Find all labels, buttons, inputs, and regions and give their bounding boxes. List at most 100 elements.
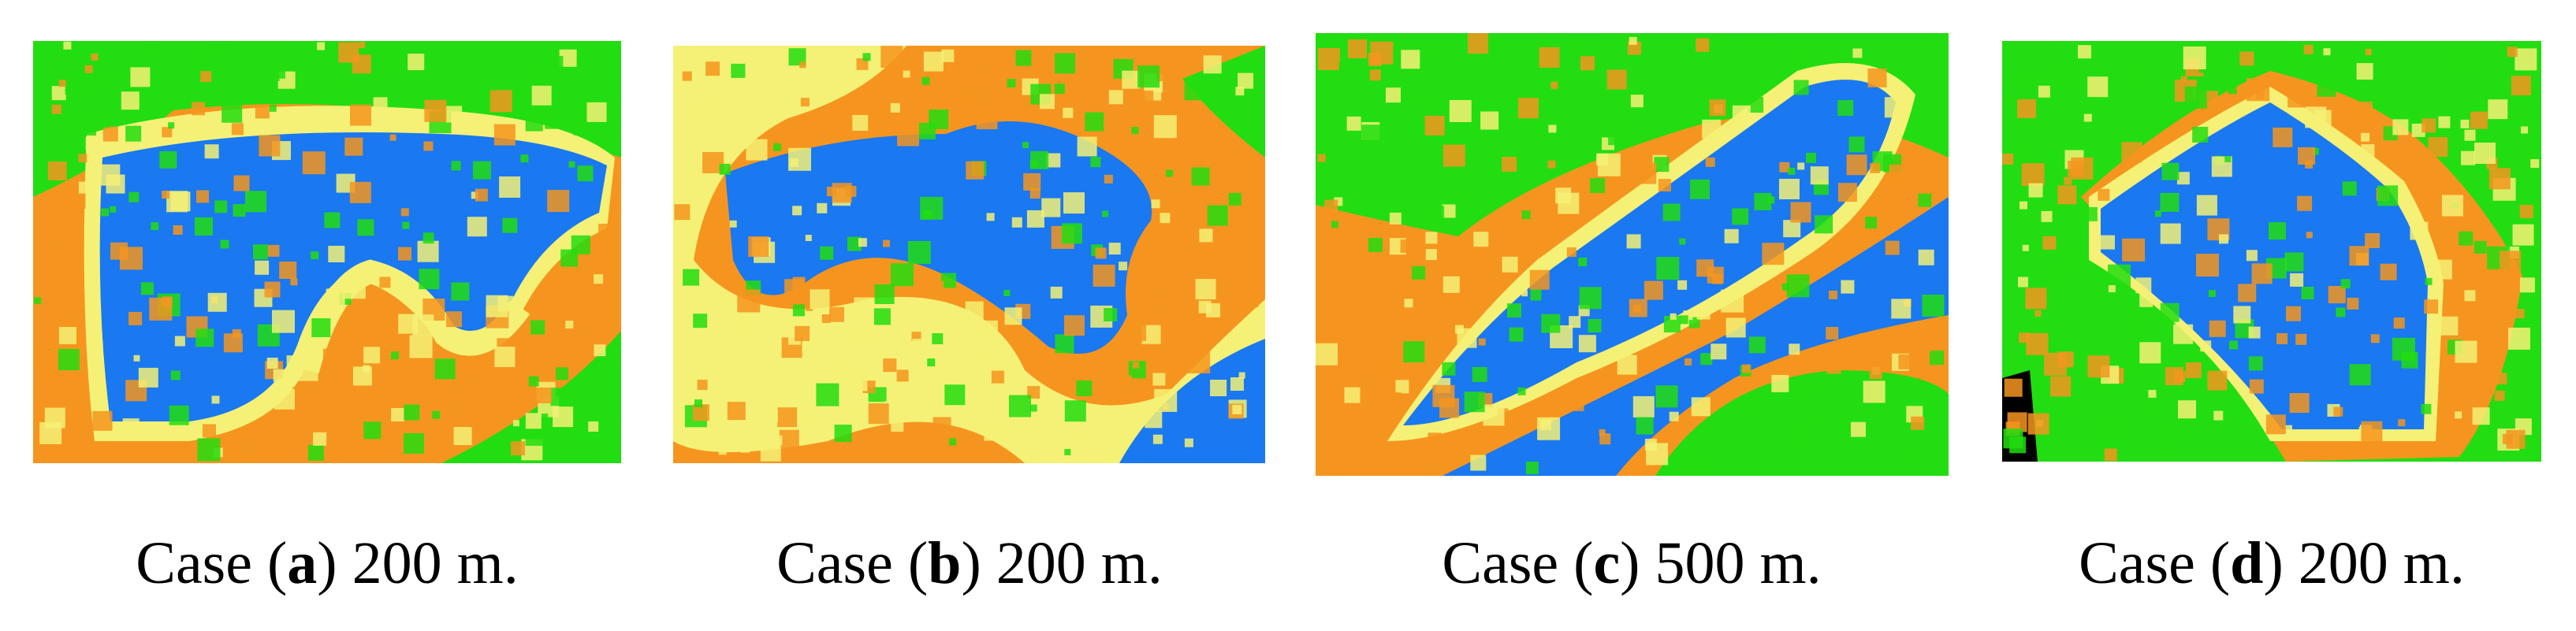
pixel (2347, 297, 2359, 310)
pixel (2038, 85, 2050, 98)
pixel (58, 80, 66, 87)
pixel (1885, 240, 1900, 255)
pixel (85, 136, 99, 150)
pixel (1848, 136, 1865, 153)
pixel (1712, 273, 1723, 284)
pixel (1679, 315, 1688, 325)
pixel (2333, 406, 2343, 417)
pixel (1102, 210, 1109, 217)
pixel (196, 190, 209, 203)
pixel (1040, 94, 1055, 109)
pixel (1547, 160, 1556, 169)
pixel (2106, 416, 2128, 438)
pixel (806, 303, 813, 311)
map-texture (34, 41, 613, 462)
pixel (571, 235, 590, 254)
pixel (290, 278, 298, 286)
pixel (2146, 403, 2157, 414)
pixel (1004, 307, 1022, 325)
pixel (1863, 380, 1885, 403)
pixel (729, 220, 737, 228)
pixel (829, 306, 844, 322)
pixel (2361, 132, 2370, 142)
pixel (1331, 221, 1338, 228)
pixel (941, 273, 956, 288)
pixel (2407, 161, 2424, 178)
pixel (1198, 243, 1217, 262)
pixel (2185, 362, 2202, 378)
pixel (58, 349, 80, 370)
pixel (1815, 215, 1833, 234)
pixel (2424, 299, 2439, 314)
pixel (490, 90, 512, 113)
pixel (1869, 366, 1882, 380)
map-a (33, 41, 621, 463)
pixel (311, 251, 319, 260)
pixel (2019, 201, 2027, 210)
pixel (2295, 333, 2307, 345)
pixel (1891, 299, 1912, 319)
pixel (2160, 445, 2171, 456)
pixel (1077, 136, 1097, 157)
pixel (525, 413, 542, 429)
pixel (731, 63, 746, 78)
pixel (941, 49, 955, 62)
map-b (673, 46, 1265, 463)
pixel (883, 358, 897, 373)
pixel (845, 185, 857, 197)
pixel (1090, 157, 1101, 168)
pixel (2511, 76, 2531, 96)
pixel (700, 233, 715, 248)
pixel (1137, 65, 1160, 88)
pixel (499, 176, 521, 198)
caption-prefix: Case ( (776, 530, 929, 596)
pixel (2515, 48, 2537, 71)
pixel (145, 43, 158, 57)
pixel (2006, 94, 2016, 104)
pixel (1349, 359, 1361, 370)
pixel (1055, 334, 1074, 354)
pixel (1507, 303, 1521, 318)
pixel (718, 447, 727, 455)
pixel (1365, 328, 1372, 336)
pixel (1859, 333, 1867, 341)
pixel (1054, 84, 1065, 95)
pixel (777, 407, 798, 428)
pixel (854, 297, 877, 321)
pixel (434, 358, 456, 380)
pixel (1569, 316, 1581, 328)
pixel (694, 98, 717, 121)
pixel (408, 54, 425, 71)
pixel (322, 348, 339, 365)
pixel (1361, 124, 1382, 145)
pixel (2474, 143, 2496, 164)
pixel (2054, 65, 2077, 87)
pixel (1709, 99, 1726, 117)
pixel (2208, 290, 2216, 298)
pixel (128, 191, 140, 202)
pixel (923, 51, 944, 72)
pixel (1152, 434, 1163, 444)
pixel (169, 405, 189, 425)
pixel (862, 53, 871, 61)
pixel (2377, 185, 2399, 206)
pixel (1887, 143, 1894, 150)
pixel (2139, 293, 2153, 307)
pixel (357, 219, 374, 236)
pixel (313, 432, 327, 446)
pixel (1548, 124, 1557, 133)
pixel (2398, 419, 2406, 427)
pixel (166, 191, 188, 213)
pixel (2160, 303, 2180, 322)
pixel (1741, 395, 1763, 415)
pixel (255, 260, 270, 275)
pixel (2392, 119, 2409, 135)
pixel (200, 71, 212, 83)
pixel (170, 370, 181, 380)
pixel (683, 269, 700, 286)
pixel (1423, 96, 1436, 109)
pixel (453, 402, 471, 419)
pixel (1069, 428, 1081, 440)
pixel (214, 43, 228, 57)
pixel (197, 438, 221, 462)
